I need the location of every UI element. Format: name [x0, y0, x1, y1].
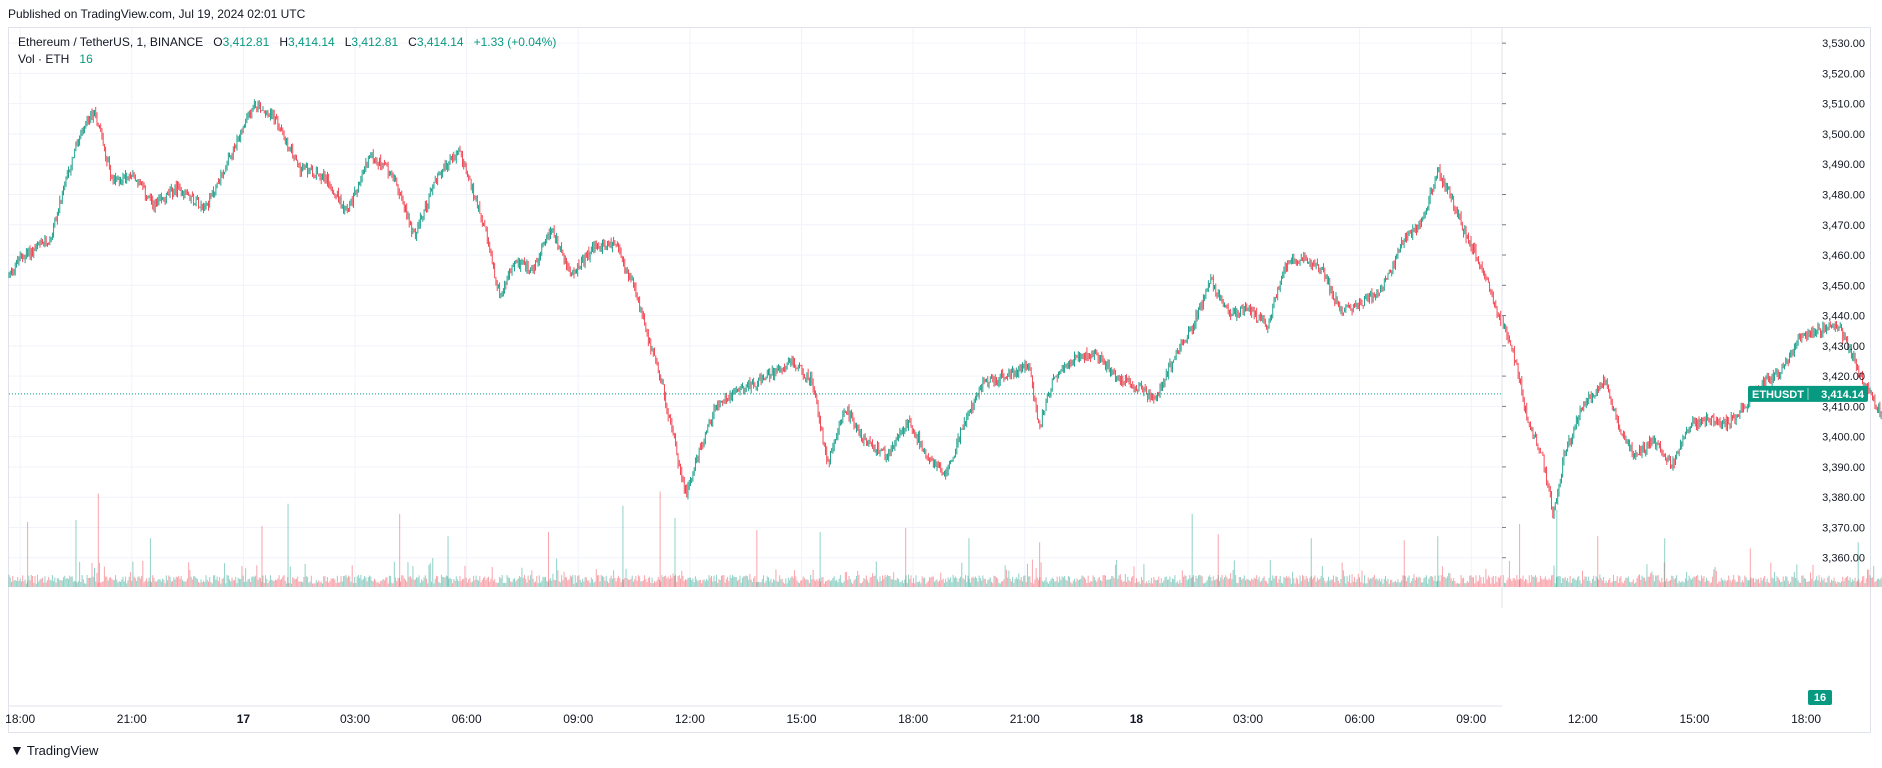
x-tick-label: 09:00 [563, 712, 593, 726]
footer-brand[interactable]: ▼ TradingView [10, 742, 98, 758]
y-tick-label: 3,370.00 [1822, 522, 1865, 534]
x-tick-label: 21:00 [117, 712, 147, 726]
y-tick-label: 3,420.00 [1822, 371, 1865, 383]
legend-open: 3,412.81 [222, 35, 270, 49]
y-tick-label: 3,500.00 [1822, 129, 1865, 141]
x-tick-label: 18:00 [898, 712, 928, 726]
x-tick-label: 15:00 [786, 712, 816, 726]
x-tick-label: 09:00 [1456, 712, 1486, 726]
y-tick-label: 3,470.00 [1822, 220, 1865, 232]
y-tick-label: 3,360.00 [1822, 553, 1865, 565]
last-price-value: 3,414.14 [1821, 389, 1865, 401]
brand-name: TradingView [26, 742, 99, 758]
legend-high: 3,414.14 [287, 35, 335, 49]
grid-lines [9, 28, 1501, 588]
legend-open-label: O [213, 35, 223, 49]
candlesticks[interactable] [8, 99, 1882, 519]
x-tick-label: 12:00 [1568, 712, 1598, 726]
legend-low-label: L [344, 35, 352, 49]
volume-value-badge [1808, 690, 1832, 705]
y-tick-label: 3,380.00 [1822, 492, 1865, 504]
legend-close: 3,414.14 [416, 35, 464, 49]
legend-close-label: C [408, 35, 417, 49]
chart-frame [8, 27, 1871, 733]
last-price-symbol: ETHUSDT [1752, 389, 1804, 401]
y-tick-label: 3,530.00 [1822, 38, 1865, 50]
price-axis[interactable]: 3,360.00 3,370.00 3,380.00 3,390.00 3,400.00… [1501, 28, 1868, 705]
x-tick-label: 12:00 [675, 712, 705, 726]
x-tick-label: 18:00 [5, 712, 35, 726]
y-tick-label: 3,480.00 [1822, 189, 1865, 201]
y-tick-label: 3,440.00 [1822, 311, 1865, 323]
y-tick-label: 3,450.00 [1822, 280, 1865, 292]
x-tick-label: 06:00 [452, 712, 482, 726]
x-tick-label: 03:00 [340, 712, 370, 726]
y-tick-label: 3,430.00 [1822, 341, 1865, 353]
legend-low: 3,412.81 [351, 35, 399, 49]
legend-high-label: H [279, 35, 288, 49]
x-tick-label: 18:00 [1791, 712, 1821, 726]
x-tick-label: 03:00 [1233, 712, 1263, 726]
y-tick-label: 3,520.00 [1822, 68, 1865, 80]
chart-legend: Ethereum / TetherUS, 1, BINANCE O3,412.8… [18, 34, 556, 68]
price-chart[interactable]: 3,360.00 3,370.00 3,380.00 3,390.00 3,400.00… [0, 0, 1882, 740]
legend-symbol-row: Ethereum / TetherUS, 1, BINANCE O3,412.8… [18, 34, 556, 51]
y-tick-label: 3,460.00 [1822, 250, 1865, 262]
y-tick-label: 3,510.00 [1822, 99, 1865, 111]
legend-change: +1.33 (+0.04%) [473, 35, 557, 49]
legend-volume-row: Vol · ETH 16 [18, 51, 556, 68]
legend-symbol[interactable]: Ethereum / TetherUS, 1, BINANCE [18, 35, 204, 49]
published-header: Published on TradingView.com, Jul 19, 20… [8, 7, 306, 21]
tradingview-logo-icon: ▼ [10, 742, 24, 758]
legend-volume: 16 [79, 52, 93, 66]
x-tick-label: 15:00 [1679, 712, 1709, 726]
volume-value-label: 16 [1814, 692, 1826, 704]
x-tick-label: 06:00 [1345, 712, 1375, 726]
time-axis[interactable]: 18:00 21:00 17 03:00 06:00 09:00 12:00 15:00 18:… [5, 705, 1882, 728]
x-tick-label: 17 [237, 712, 251, 726]
y-tick-label: 3,490.00 [1822, 159, 1865, 171]
y-tick-label: 3,400.00 [1822, 432, 1865, 444]
y-tick-label: 3,410.00 [1822, 401, 1865, 413]
volume-bars [8, 491, 1882, 587]
legend-volume-label[interactable]: Vol · ETH [18, 52, 70, 66]
y-tick-label: 3,390.00 [1822, 462, 1865, 474]
x-tick-label: 18 [1130, 712, 1144, 726]
chart-overlay [9, 393, 1502, 395]
x-tick-label: 21:00 [1010, 712, 1040, 726]
